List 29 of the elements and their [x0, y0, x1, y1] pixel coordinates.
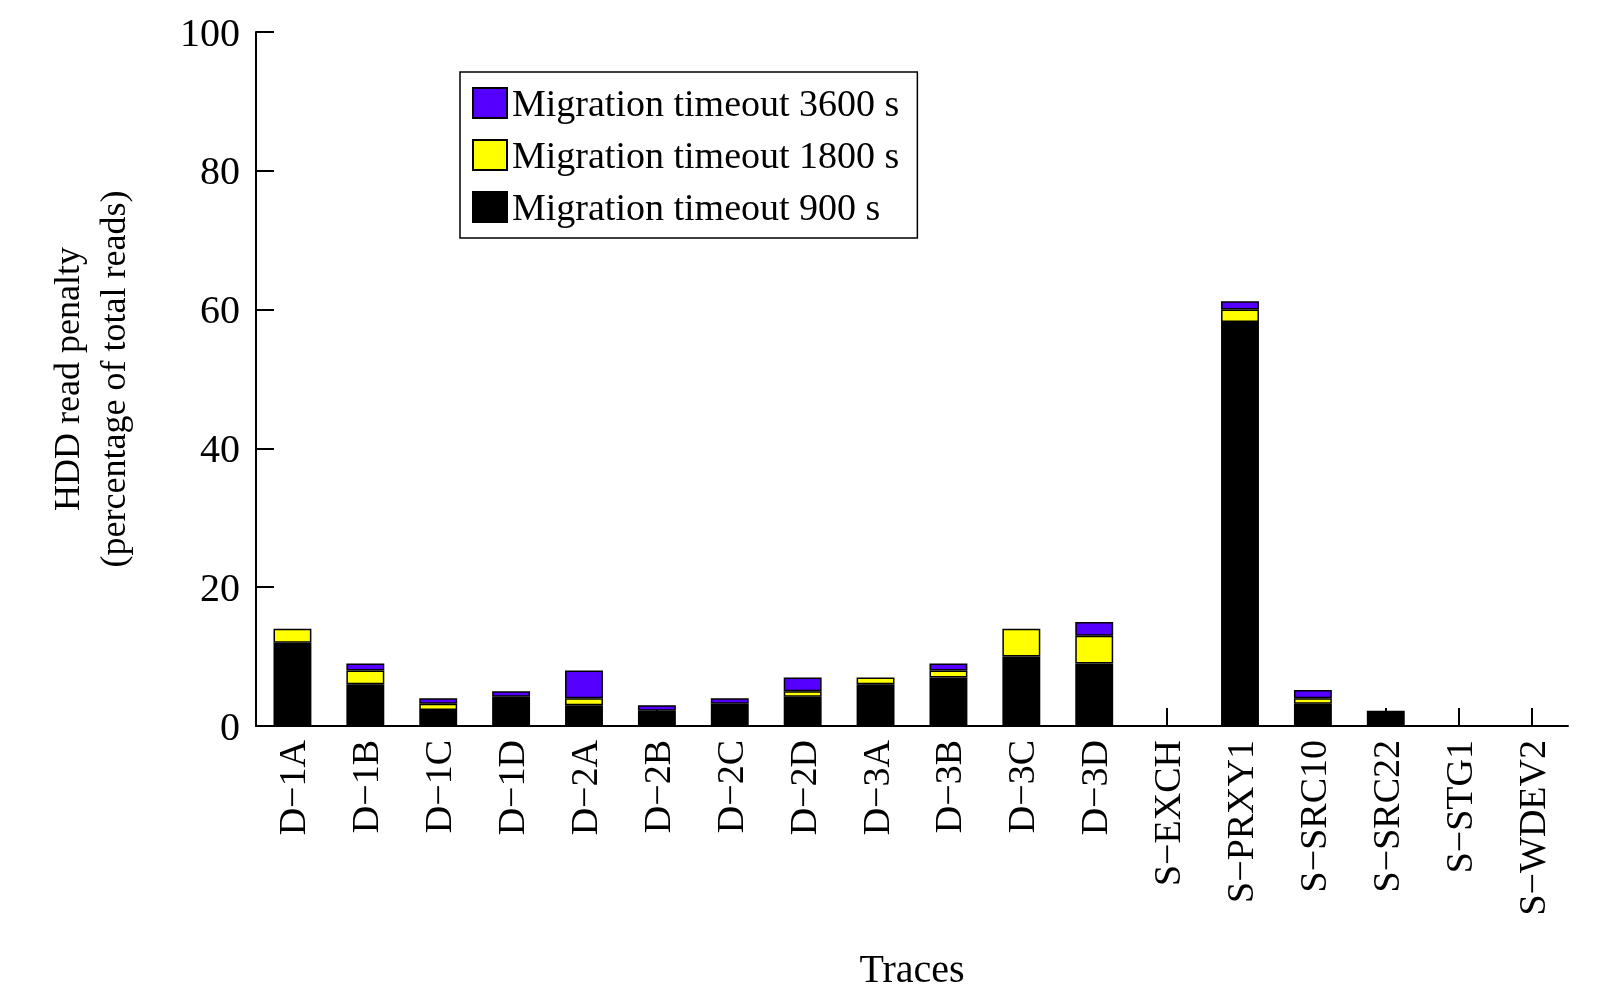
legend-label: Migration timeout 900 s [512, 186, 881, 228]
x-tick-label: S−SRC22 [1364, 740, 1407, 893]
x-tick-label: D−3A [854, 739, 897, 836]
x-tick-label: D−1B [344, 740, 387, 834]
x-tick-label: D−2B [635, 740, 678, 834]
x-tick-label: D−3C [1000, 740, 1043, 834]
y-tick-label: 20 [200, 564, 240, 610]
x-tick-label: D−1D [490, 740, 533, 836]
y-tick-label: 0 [220, 703, 240, 749]
x-tick-label: D−3D [1073, 740, 1116, 836]
x-tick-label: S−WDEV2 [1510, 740, 1553, 916]
x-tick-label: S−EXCH [1146, 740, 1189, 887]
legend-label: Migration timeout 3600 s [512, 82, 900, 124]
y-tick-label: 100 [180, 9, 240, 55]
x-tick-label: D−3B [927, 740, 970, 834]
x-tick-label: S−SRC10 [1291, 740, 1334, 893]
y-tick-label: 60 [200, 287, 240, 333]
y-tick-label: 80 [200, 148, 240, 194]
x-tick-label: D−1A [271, 739, 314, 836]
x-tick-label: S−STG1 [1437, 740, 1480, 874]
y-axis-title: HDD read penalty (percentage of total reads) [47, 190, 133, 568]
x-tick-label: D−1C [417, 740, 460, 834]
x-axis-title: Traces [859, 945, 965, 991]
x-tick-label: D−2D [781, 740, 824, 836]
legend-label: Migration timeout 1800 s [512, 134, 900, 176]
y-tick-label: 40 [200, 425, 240, 471]
x-tick-label: D−2A [563, 739, 605, 836]
x-tick-label: S−PRXY1 [1219, 740, 1261, 903]
x-tick-label: D−2C [708, 740, 751, 834]
